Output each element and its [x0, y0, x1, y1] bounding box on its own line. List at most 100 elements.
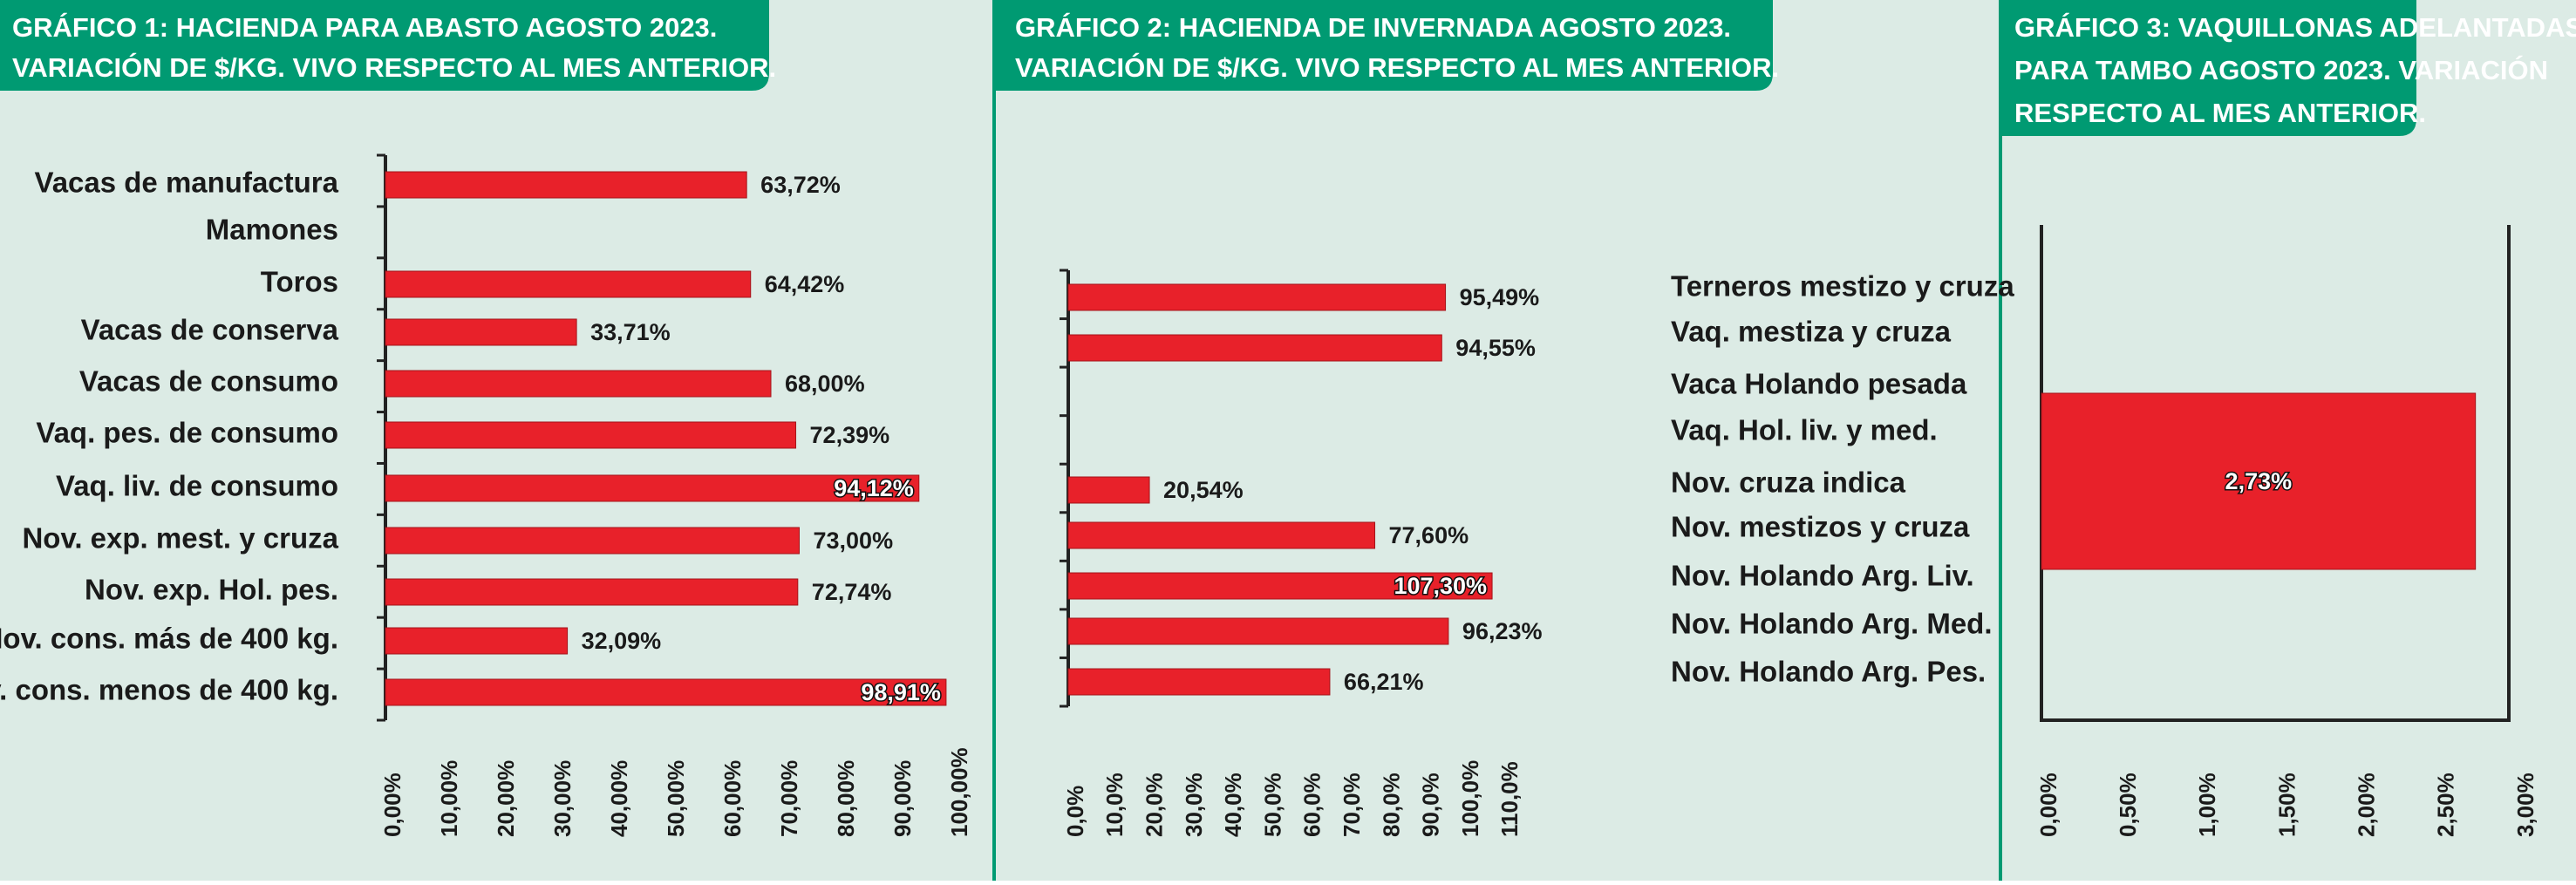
chart-2-x-tick-label: 100,0%: [1457, 760, 1483, 837]
chart-1-category-label: Nov. exp. Hol. pes.: [85, 574, 338, 606]
chart-2-x-tick-label: 20,0%: [1141, 773, 1167, 837]
chart-2-category-label: Nov. Holando Arg. Pes.: [1671, 656, 1986, 688]
chart-2-value-label: 77,60%: [1389, 522, 1469, 548]
chart-2-category-label: Vaq. Hol. liv. y med.: [1671, 414, 1938, 446]
chart-1-title-line-1: GRÁFICO 1: HACIENDA PARA ABASTO AGOSTO 2…: [12, 12, 717, 43]
chart-2-value-label: 95,49%: [1460, 284, 1540, 310]
chart-1-category-label: Nov. cons. más de 400 kg.: [0, 623, 338, 655]
chart-3-value-label: 2,73%: [2225, 468, 2293, 494]
chart-1-bar: [385, 627, 569, 655]
chart-1-category-label: Mamones: [206, 214, 338, 246]
chart-1-x-tick-label: 10,00%: [436, 760, 462, 837]
chart-1-value-label: 68,00%: [785, 371, 865, 397]
panel-divider-2: [1999, 0, 2002, 881]
chart-2-plot: Terneros mestizo y cruza 95,49% Vaq. mesti…: [1060, 269, 2014, 837]
chart-2-bar: [1067, 283, 1447, 311]
chart-2-x-tick-label: 30,0%: [1181, 773, 1207, 837]
chart-3-x-tick-label: 3,00%: [2512, 773, 2539, 837]
chart-1-category-label: Vaq. liv. de consumo: [56, 470, 338, 502]
chart-2-x-tick-label: 70,0%: [1339, 773, 1365, 837]
chart-2-x-tick-label: 10,0%: [1101, 773, 1128, 837]
chart-2-header: [996, 0, 1773, 91]
chart-3-x-tick-label: 1,50%: [2273, 773, 2300, 837]
chart-3-x-tick-label: 1,00%: [2194, 773, 2220, 837]
chart-1-category-label: Vacas de conserva: [81, 314, 339, 346]
chart-1-bar: [385, 678, 947, 706]
chart-2-value-label: 107,30%: [1394, 573, 1487, 599]
chart-1-bar: [385, 370, 772, 398]
chart-2-x-tick-label: 80,0%: [1378, 773, 1404, 837]
chart-2-bar: [1067, 334, 1442, 362]
chart-1-category-label: Nov. exp. mest. y cruza: [22, 522, 338, 555]
chart-1-x-tick-label: 40,00%: [606, 760, 632, 837]
chart-1-x-tick-label: 80,00%: [833, 760, 859, 837]
chart-panel-1: GRÁFICO 1: HACIENDA PARA ABASTO AGOSTO 2…: [0, 0, 992, 881]
chart-2-category-label: Vaq. mestiza y cruza: [1671, 316, 1952, 348]
chart-2-x-tick-label: 60,0%: [1299, 773, 1325, 837]
chart-1-bar: [385, 270, 752, 298]
chart-1-header: [0, 0, 769, 91]
chart-3-x-tick-label: 2,50%: [2433, 773, 2459, 837]
chart-2-background: [996, 0, 1999, 881]
chart-1-value-label: 98,91%: [861, 679, 941, 705]
chart-2-bar: [1067, 521, 1376, 549]
chart-1-value-label: 72,74%: [812, 579, 892, 605]
chart-2-x-tick-label: 110,0%: [1496, 761, 1523, 837]
chart-3-title-line-3: RESPECTO AL MES ANTERIOR.: [2014, 98, 2426, 128]
chart-1-x-tick-label: 90,00%: [889, 760, 916, 837]
chart-1-value-label: 64,42%: [765, 271, 845, 297]
chart-1-category-label: Toros: [261, 266, 338, 298]
chart-3-x-tick-label: 2,00%: [2353, 773, 2379, 837]
chart-3-x-tick-label: 0,50%: [2115, 773, 2141, 837]
chart-1-category-label: Vacas de manufactura: [35, 167, 339, 199]
chart-2-category-label: Vaca Holando pesada: [1671, 368, 1967, 400]
chart-1-title-line-2: VARIACIÓN DE $/KG. VIVO RESPECTO AL MES …: [12, 51, 776, 83]
chart-1-bar: [385, 421, 797, 449]
chart-3-plot: 2,73% 0,00% 0,50% 1,00% 1,50% 2,00% 2,50% 3,00%: [2035, 225, 2539, 837]
chart-1-value-label: 94,12%: [834, 475, 914, 501]
chart-1-bar: [385, 171, 747, 199]
chart-3-x-tick-label: 0,00%: [2035, 773, 2061, 837]
chart-1-category-label: Nov. cons. menos de 400 kg.: [0, 674, 338, 706]
chart-2-category-label: Nov. Holando Arg. Med.: [1671, 608, 1993, 640]
chart-3-title-line-2: PARA TAMBO AGOSTO 2023. VARIACIÓN: [2014, 54, 2548, 85]
chart-1-x-tick-label: 50,00%: [663, 760, 689, 837]
chart-2-value-label: 20,54%: [1163, 477, 1244, 503]
chart-1-plot: Vacas de manufactura 63,72% Mamones Toros 64…: [0, 153, 972, 837]
chart-1-bar: [385, 527, 800, 555]
chart-2-x-tick-label: 0,0%: [1062, 786, 1088, 837]
chart-3-title-line-1: GRÁFICO 3: VAQUILLONAS ADELANTADAS: [2014, 12, 2576, 43]
chart-2-value-label: 94,55%: [1455, 335, 1536, 361]
chart-2-x-tick-label: 40,0%: [1220, 773, 1246, 837]
chart-3-bar: [2041, 392, 2477, 570]
chart-1-value-label: 32,09%: [582, 628, 662, 654]
chart-3-header: [2002, 0, 2416, 136]
chart-1-x-tick-label: 60,00%: [719, 760, 746, 837]
chart-2-x-tick-label: 90,0%: [1418, 773, 1444, 837]
chart-1-bar: [385, 474, 920, 502]
chart-2-bar: [1067, 476, 1150, 504]
chart-1-value-label: 73,00%: [814, 528, 894, 554]
chart-2-bar: [1067, 668, 1331, 696]
chart-2-title-line-2: VARIACIÓN DE $/KG. VIVO RESPECTO AL MES …: [1015, 51, 1779, 83]
chart-1-value-label: 72,39%: [810, 422, 890, 448]
chart-2-category-label: Nov. Holando Arg. Liv.: [1671, 560, 1974, 592]
chart-2-title-line-1: GRÁFICO 2: HACIENDA DE INVERNADA AGOSTO …: [1015, 12, 1731, 43]
chart-2-value-label: 96,23%: [1462, 618, 1543, 644]
chart-1-category-label: Vaq. pes. de consumo: [36, 417, 338, 449]
chart-1-category-label: Vacas de consumo: [79, 365, 338, 398]
chart-2-category-label: Nov. cruza indica: [1671, 466, 1906, 499]
panel-divider-1: [992, 0, 996, 881]
chart-2-category-label: Nov. mestizos y cruza: [1671, 511, 1970, 543]
chart-panel-2: GRÁFICO 2: HACIENDA DE INVERNADA AGOSTO …: [996, 0, 1999, 881]
chart-2-x-tick-label: 50,0%: [1259, 773, 1285, 837]
chart-2-bar: [1067, 617, 1449, 645]
chart-2-category-label: Terneros mestizo y cruza: [1671, 270, 2014, 303]
chart-2-value-label: 66,21%: [1344, 669, 1424, 695]
chart-1-bar: [385, 318, 577, 346]
chart-1-value-label: 33,71%: [590, 319, 671, 345]
chart-1-x-tick-label: 100,00%: [946, 747, 972, 837]
chart-1-x-tick-label: 0,00%: [379, 773, 405, 837]
